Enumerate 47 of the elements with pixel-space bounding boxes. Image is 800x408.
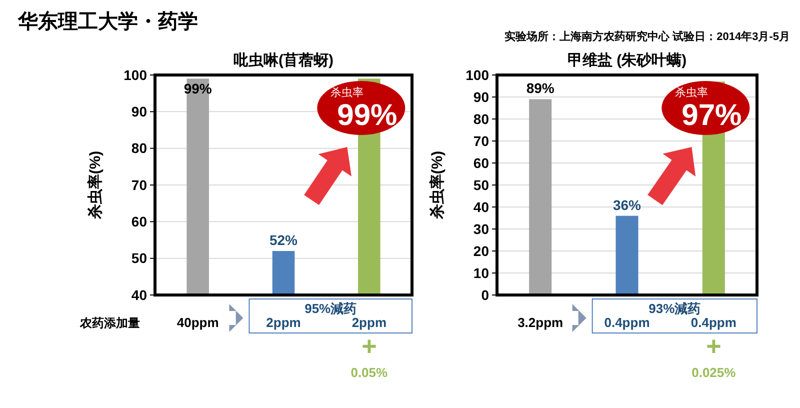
chart-title: 吡虫啉(苜蓿蚜) — [234, 52, 334, 69]
data-label: 89% — [526, 80, 555, 96]
data-label: 97% — [682, 99, 742, 132]
data-label: 36% — [612, 196, 642, 213]
x-tick-label: 2ppm — [266, 315, 301, 330]
x-axis-title: 农药添加量 — [79, 316, 140, 330]
y-tick-label: 100 — [466, 66, 490, 83]
text: + — [706, 331, 722, 361]
y-tick-label: 50 — [473, 176, 490, 193]
x-tick-label: 0.4ppm — [690, 315, 736, 330]
annotation: 杀虫率 — [330, 86, 364, 99]
y-tick-label: 40 — [131, 286, 148, 303]
text: 0.05% — [350, 365, 388, 380]
y-tick-label: 70 — [473, 132, 490, 149]
y-tick-label: 30 — [473, 220, 490, 237]
data-label: 99% — [337, 99, 398, 132]
y-tick-label: 80 — [131, 140, 148, 156]
text: 95%減药 — [304, 301, 357, 316]
text: 0.025% — [692, 365, 736, 380]
chart-title: 甲维盐 (朱砂叶螨) — [567, 51, 687, 69]
y-tick-label: 80 — [473, 110, 490, 127]
data-label: 52% — [269, 232, 298, 248]
y-tick-label: 70 — [131, 176, 148, 193]
x-tick-label: 40ppm — [176, 315, 219, 330]
y-tick-label: 90 — [131, 104, 148, 120]
y-axis-title: 杀虫率(%) — [86, 150, 104, 220]
text: + — [362, 331, 377, 361]
y-tick-label: 100 — [124, 66, 148, 83]
text: 93%減药 — [648, 301, 701, 316]
y-tick-label: 60 — [473, 154, 490, 171]
x-tick-label: 3.2ppm — [518, 315, 564, 330]
text: 实验场所：上海南方农药研究中心 试验日：2014年3月-5月 — [504, 30, 790, 43]
y-tick-label: 60 — [131, 214, 148, 230]
y-tick-label: 90 — [473, 88, 490, 105]
y-tick-label: 0 — [481, 286, 490, 303]
text: 华东理工大学・药学 — [17, 10, 198, 33]
x-tick-label: 2ppm — [352, 315, 387, 330]
y-tick-label: 50 — [131, 250, 148, 266]
annotation: 杀虫率 — [675, 86, 708, 99]
bar — [616, 216, 638, 295]
y-tick-label: 10 — [473, 264, 490, 281]
bar — [529, 99, 552, 295]
y-tick-label: 40 — [473, 198, 490, 215]
y-axis-title: 杀虫率(%) — [428, 150, 446, 220]
y-tick-label: 20 — [473, 242, 490, 259]
x-tick-label: 0.4ppm — [604, 315, 650, 330]
data-label: 99% — [184, 80, 212, 97]
